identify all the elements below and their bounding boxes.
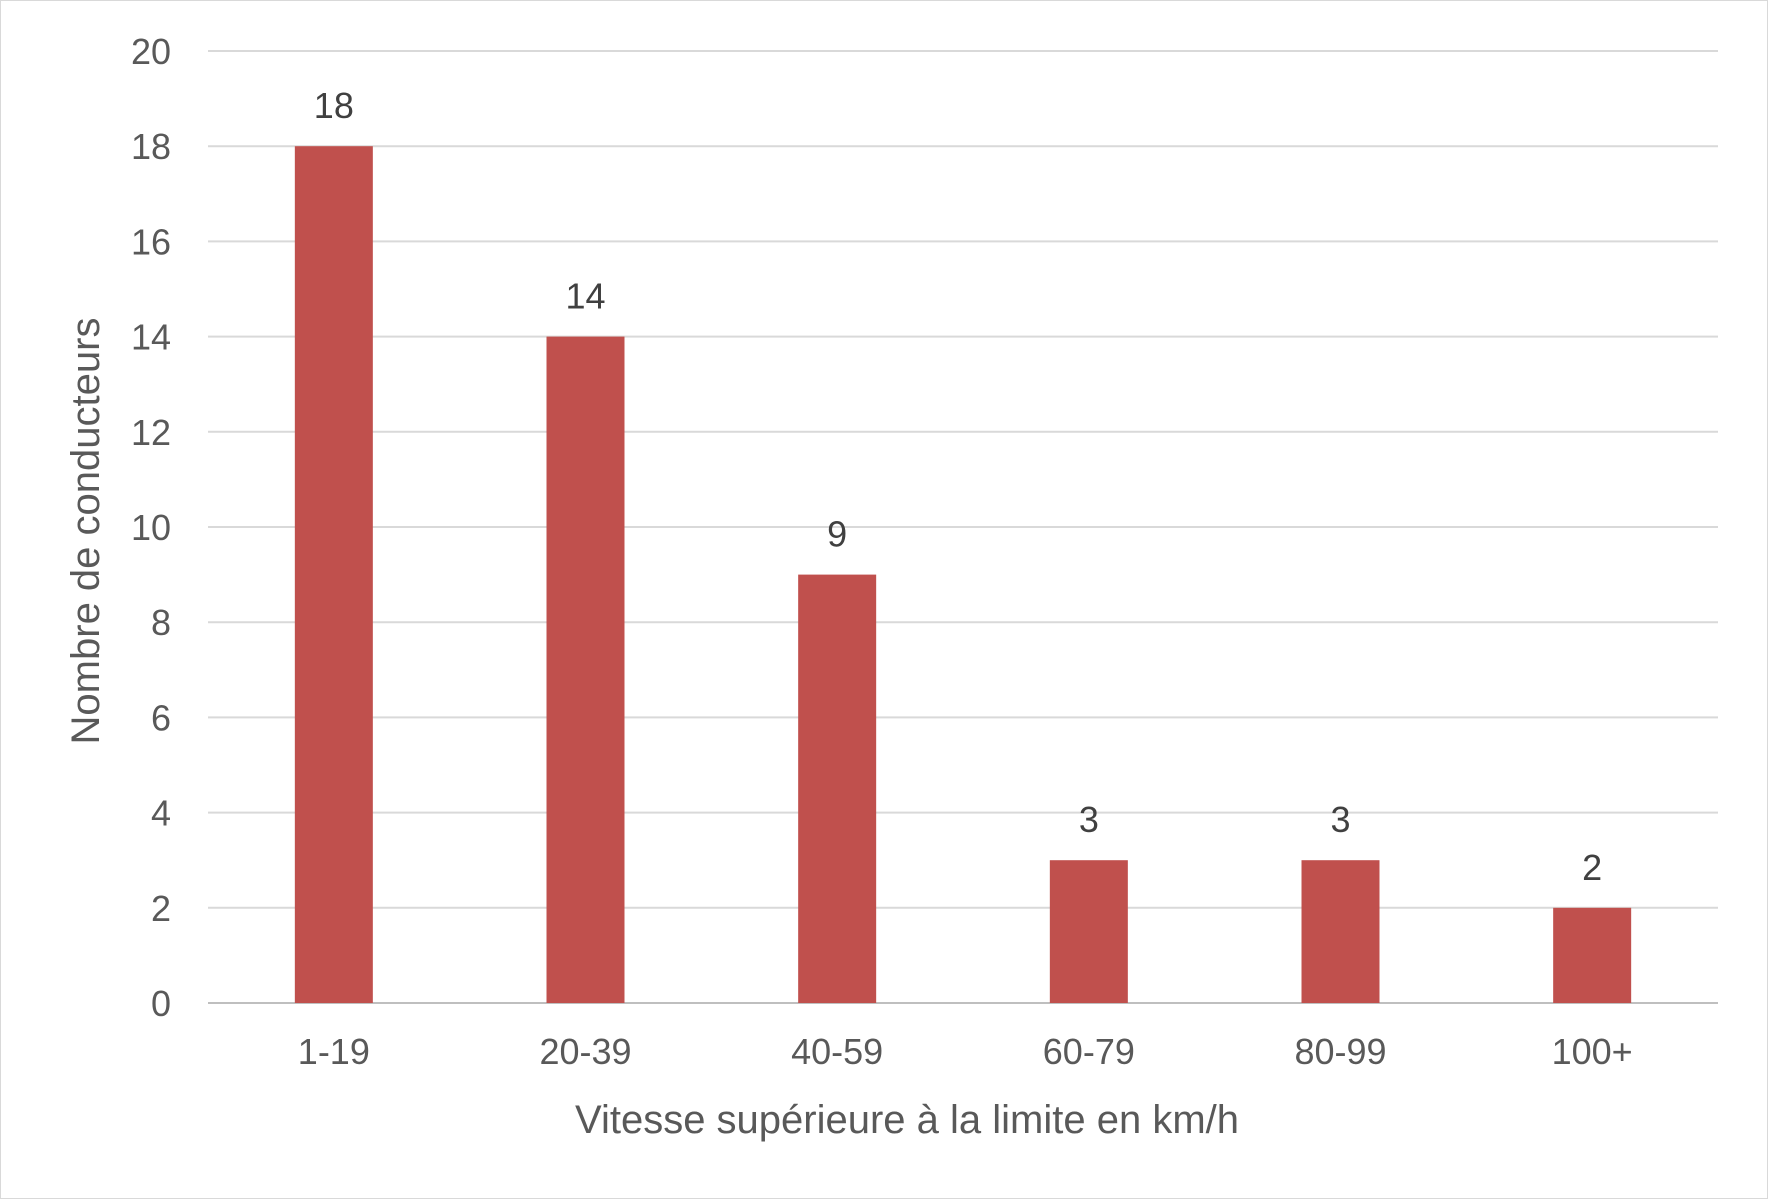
- x-tick-label: 1-19: [298, 1031, 370, 1072]
- y-tick-label: 18: [131, 126, 171, 167]
- data-label: 3: [1079, 799, 1099, 840]
- bar-100+: [1553, 907, 1632, 1003]
- x-axis-ticks: 1-19 20-39 40-59 60-79 80-99 100+: [298, 1031, 1633, 1072]
- x-tick-label: 20-39: [539, 1031, 631, 1072]
- x-tick-label: 60-79: [1043, 1031, 1135, 1072]
- y-tick-label: 16: [131, 221, 171, 262]
- data-label: 9: [827, 514, 847, 555]
- data-labels: 18 14 9 3 3 2: [314, 85, 1602, 888]
- y-tick-label: 0: [151, 983, 171, 1024]
- y-tick-label: 10: [131, 507, 171, 548]
- bar-20-39: [546, 336, 625, 1004]
- x-axis-title: Vitesse supérieure à la limite en km/h: [575, 1098, 1239, 1142]
- y-tick-label: 14: [131, 317, 171, 358]
- gridlines: [208, 50, 1718, 1004]
- bars: [294, 146, 1632, 1004]
- y-axis-ticks: 0 2 4 6 8 10 12 14 16 18 20: [131, 31, 171, 1024]
- data-label: 14: [565, 276, 605, 317]
- x-tick-label: 40-59: [791, 1031, 883, 1072]
- y-tick-label: 4: [151, 793, 171, 834]
- y-tick-label: 12: [131, 412, 171, 453]
- y-tick-label: 6: [151, 697, 171, 738]
- x-tick-label: 100+: [1552, 1031, 1633, 1072]
- data-label: 3: [1330, 799, 1350, 840]
- y-axis-title: Nombre de conducteurs: [64, 318, 108, 745]
- x-tick-label: 80-99: [1294, 1031, 1386, 1072]
- data-label: 18: [314, 85, 354, 126]
- y-tick-label: 2: [151, 888, 171, 929]
- y-tick-label: 20: [131, 31, 171, 72]
- bar-40-59: [798, 574, 877, 1003]
- bar-80-99: [1301, 860, 1380, 1003]
- data-label: 2: [1582, 847, 1602, 888]
- bar-60-79: [1049, 860, 1128, 1003]
- y-tick-label: 8: [151, 602, 171, 643]
- bar-1-19: [294, 146, 373, 1003]
